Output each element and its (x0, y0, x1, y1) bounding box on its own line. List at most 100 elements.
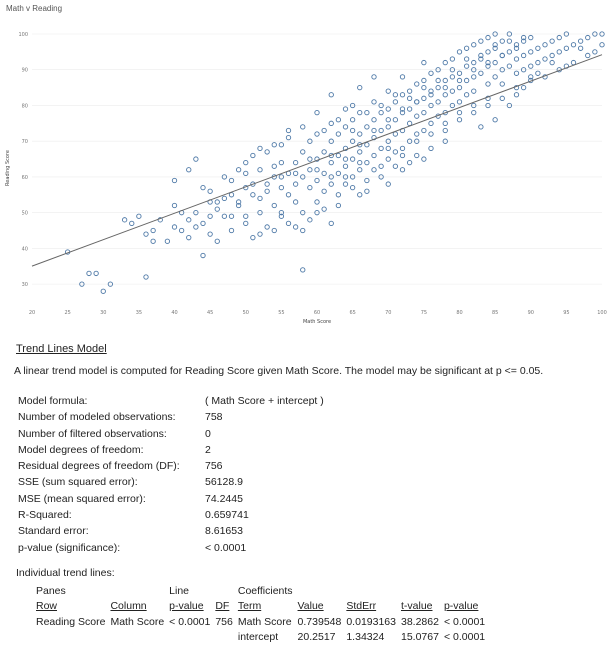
data-point (499, 95, 505, 101)
data-point (456, 109, 463, 116)
chart-title: Math v Reading (6, 4, 63, 13)
data-point (485, 102, 491, 109)
y-tick-label: 90 (22, 68, 28, 74)
stat-value: 74.2445 (205, 492, 243, 505)
group-header-row: Panes Line Coefficients (16, 583, 490, 599)
data-point (378, 102, 384, 109)
panes-header: Panes (36, 584, 66, 597)
data-point (314, 109, 320, 116)
data-point (513, 92, 520, 98)
data-point (485, 34, 491, 41)
x-tick-label: 85 (492, 310, 498, 316)
data-point (243, 170, 249, 177)
stat-value: < 0.0001 (205, 541, 247, 554)
data-point (186, 167, 192, 173)
data-point (392, 149, 399, 155)
data-point (214, 199, 220, 205)
data-point (321, 149, 327, 155)
data-point (463, 56, 470, 62)
data-point (435, 77, 441, 84)
stat-value: 2 (205, 443, 211, 456)
y-tick-label: 50 (22, 211, 28, 217)
data-point (136, 213, 142, 219)
data-point (228, 227, 235, 234)
data-point (328, 120, 334, 126)
data-point (349, 156, 356, 162)
data-point (442, 127, 448, 134)
data-point (328, 174, 334, 180)
data-point (428, 131, 434, 137)
data-point (542, 56, 548, 62)
stat-value: 758 (205, 411, 223, 424)
data-point (570, 42, 577, 48)
data-point (577, 45, 584, 51)
data-point (399, 152, 406, 159)
data-point (442, 59, 448, 66)
coef-pvalue-col-header: p-value (443, 600, 479, 613)
data-point (499, 67, 505, 73)
stat-label: Number of modeled observations: (18, 411, 176, 424)
data-point (592, 49, 598, 55)
stat-label: Model formula: (18, 395, 88, 407)
data-point (171, 202, 178, 209)
x-tick-label: 30 (100, 310, 106, 316)
data-point (321, 188, 327, 194)
data-point (520, 34, 527, 41)
data-point (300, 149, 306, 155)
data-point (528, 63, 534, 69)
stat-value: 8.61653 (205, 525, 243, 538)
data-point (492, 45, 498, 51)
model-description: A linear trend model is computed for Rea… (14, 365, 544, 377)
y-axis-title: Reading Score (5, 150, 11, 186)
cell-pvalue: < 0.0001 (169, 615, 211, 628)
cell-stderr: 1.34324 (346, 631, 385, 644)
data-point (592, 31, 598, 37)
data-point (399, 167, 406, 173)
data-point (349, 102, 356, 109)
model-title: Trend Lines Model (16, 343, 107, 355)
data-point (570, 59, 577, 66)
cell-df: 756 (215, 615, 233, 628)
y-axis-ticks: 30 40 50 60 70 80 90 100 (18, 32, 28, 288)
data-point (506, 102, 513, 109)
data-point (264, 149, 270, 155)
data-point (349, 174, 356, 180)
data-point (506, 31, 513, 37)
data-point (549, 38, 555, 44)
data-point (164, 238, 171, 244)
data-point (428, 145, 434, 151)
data-point (357, 131, 363, 137)
data-point (385, 138, 391, 144)
data-point (414, 113, 420, 119)
data-point (314, 167, 320, 173)
data-point (414, 152, 420, 159)
y-tick-label: 70 (22, 139, 28, 145)
data-point (129, 220, 135, 227)
data-point (178, 227, 185, 234)
data-point (335, 131, 342, 137)
data-point (449, 56, 456, 62)
data-point (349, 127, 356, 134)
cell-value: 0.739548 (297, 615, 342, 628)
data-point (292, 181, 299, 187)
data-point (207, 213, 213, 219)
data-point (278, 159, 285, 166)
data-point (478, 124, 484, 130)
trend-model-section: Trend Lines Model A linear trend model i… (14, 343, 543, 643)
data-point (513, 42, 520, 48)
data-point (186, 235, 192, 241)
x-axis-title: Math Score (303, 319, 331, 325)
data-point (321, 170, 327, 177)
trend-lines-table: Panes Line Coefficients Row Column p-val… (16, 583, 490, 645)
pvalue-col-header: p-value (169, 600, 204, 613)
data-point (250, 152, 256, 159)
stat-row: Number of modeled observations: 758 (18, 409, 223, 425)
data-point (150, 227, 156, 234)
data-point (535, 45, 541, 51)
data-point (492, 117, 498, 123)
data-point (171, 224, 178, 230)
stat-label: R-Squared: (18, 509, 72, 522)
data-point (235, 199, 242, 205)
data-point (200, 252, 206, 259)
data-point (257, 145, 263, 151)
